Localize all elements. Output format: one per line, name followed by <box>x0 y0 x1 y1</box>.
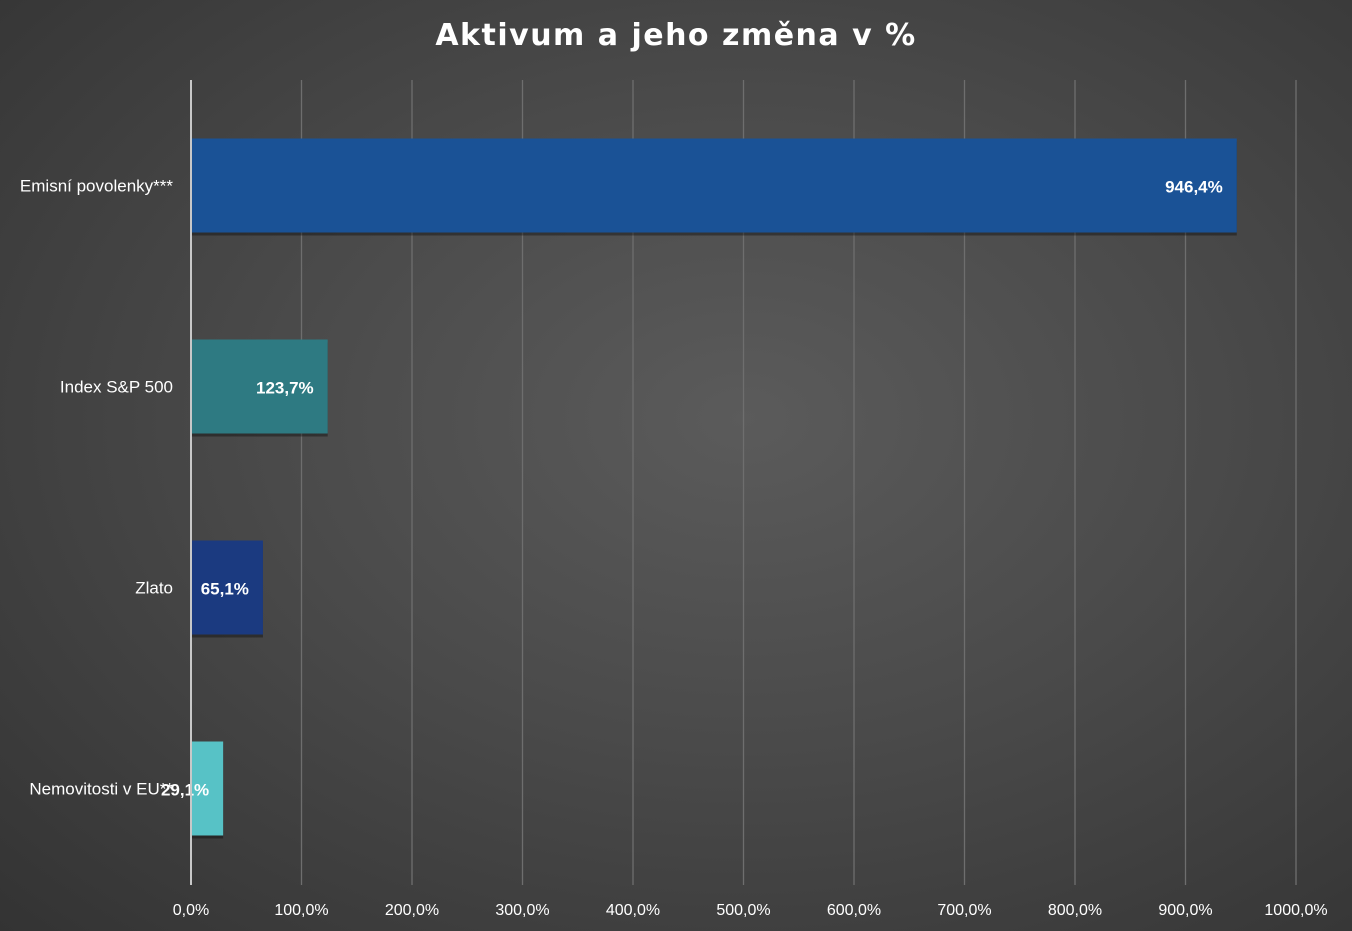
x-tick-label: 200,0% <box>385 902 439 919</box>
bar <box>191 540 263 635</box>
x-tick-label: 400,0% <box>606 902 660 919</box>
x-tick-label: 700,0% <box>937 902 991 919</box>
x-tick-label: 0,0% <box>173 902 209 919</box>
bar <box>191 741 224 836</box>
x-tick-label: 800,0% <box>1048 902 1102 919</box>
x-tick-label: 600,0% <box>827 902 881 919</box>
data-label: 29,1% <box>161 781 209 800</box>
bar <box>191 339 328 434</box>
data-label: 123,7% <box>256 379 314 398</box>
category-label: Nemovitosti v EU** <box>29 780 173 799</box>
x-tick-label: 100,0% <box>274 902 328 919</box>
chart-title: Aktivum a jeho změna v % <box>435 18 917 53</box>
bar <box>191 138 1237 233</box>
x-tick-label: 900,0% <box>1158 902 1212 919</box>
category-label: Index S&P 500 <box>60 378 173 397</box>
category-label: Zlato <box>135 579 173 598</box>
data-label: 65,1% <box>201 580 249 599</box>
data-label: 946,4% <box>1165 178 1223 197</box>
x-tick-label: 500,0% <box>716 902 770 919</box>
x-tick-label: 1000,0% <box>1264 902 1327 919</box>
x-tick-label: 300,0% <box>495 902 549 919</box>
category-label: Emisní povolenky*** <box>20 177 173 196</box>
